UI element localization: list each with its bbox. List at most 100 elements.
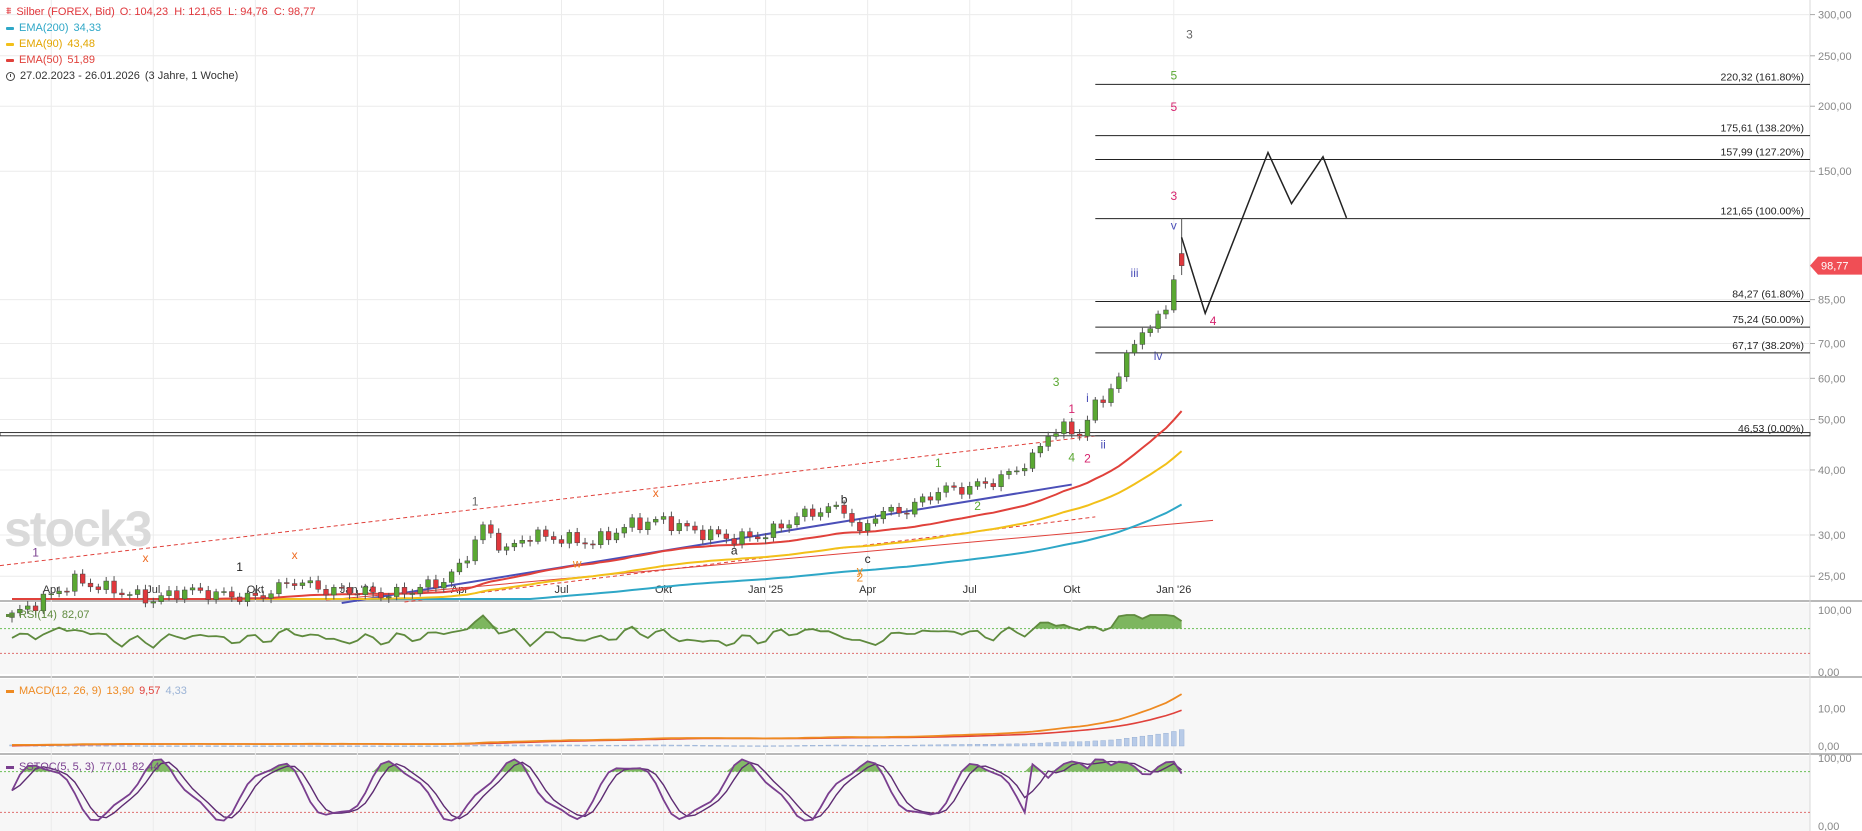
macd-histogram-bar <box>621 744 627 747</box>
wave-label: b <box>841 492 848 506</box>
rsi-axis-bottom: 0,00 <box>1818 667 1839 679</box>
wave-label: 5 <box>1170 69 1177 83</box>
candle-body <box>1171 279 1177 311</box>
macd-histogram-bar <box>1037 742 1043 747</box>
macd-histogram-bar <box>770 745 777 747</box>
candle-body <box>1147 328 1153 333</box>
price-tick-label: 250,00 <box>1818 51 1852 63</box>
fib-label: 84,27 (61.80%) <box>1732 289 1804 301</box>
sstoc-legend[interactable]: SSTOC(5, 5, 3) 77,01 82,44 <box>6 761 160 773</box>
instrument-name[interactable]: Silber (FOREX, Bid) <box>16 6 115 18</box>
legend-ema50[interactable]: EMA(50) 51,89 <box>6 52 315 68</box>
macd-histogram-bar <box>715 745 722 747</box>
macd-histogram-bar <box>904 744 910 747</box>
candle-body <box>1061 421 1067 434</box>
macd-histogram-bar <box>127 745 133 747</box>
fib-label: 121,65 (100.00%) <box>1721 206 1804 218</box>
macd-legend[interactable]: MACD(12, 26, 9) 13,90 9,57 4,33 <box>6 685 187 697</box>
candle-body <box>1069 421 1075 435</box>
candle-body <box>700 529 706 541</box>
macd-histogram-bar <box>276 745 282 747</box>
candle-body <box>558 539 565 544</box>
candle-body <box>872 518 879 524</box>
macd-histogram-bar <box>1139 735 1146 747</box>
legend-ema200[interactable]: EMA(200) 34,33 <box>6 20 315 36</box>
ema90-value: 43,48 <box>67 38 95 50</box>
macd-histogram-bar <box>299 745 306 747</box>
macd-histogram-bar <box>339 745 345 747</box>
macd-label: MACD(12, 26, 9) <box>19 685 102 697</box>
price-tick-label: 40,00 <box>1818 465 1846 477</box>
candle-body <box>629 517 635 528</box>
macd-histogram-bar <box>1084 741 1091 747</box>
macd-histogram-bar <box>982 744 989 747</box>
candle-body <box>943 485 949 493</box>
candle-body <box>817 512 824 517</box>
wave-label: c <box>865 552 871 566</box>
candle-body <box>56 590 62 594</box>
macd-histogram-bar <box>747 745 753 747</box>
macd-histogram-bar <box>802 745 808 747</box>
wave-label: w <box>572 556 582 570</box>
rsi-overbought-area <box>12 615 1182 629</box>
sub-panel-bg-0 <box>0 603 1810 674</box>
macd-histogram-bar <box>197 745 204 747</box>
macd-histogram-bar <box>527 744 533 747</box>
sub-panel-bg-1 <box>0 679 1810 752</box>
candle-body <box>331 587 337 596</box>
date-range-row[interactable]: 27.02.2023 - 26.01.2026 (3 Jahre, 1 Woch… <box>6 68 315 84</box>
candle-body <box>535 529 541 542</box>
candle-body <box>1155 313 1161 329</box>
macd-histogram-bar <box>574 744 580 747</box>
candle-body <box>1124 352 1130 378</box>
rsi-legend[interactable]: RSI(14) 82,07 <box>6 609 89 621</box>
candle-body <box>849 513 855 523</box>
candle-body <box>134 589 141 595</box>
candle-body <box>1100 399 1106 403</box>
macd-histogram-bar <box>1124 738 1130 747</box>
legend-ema90[interactable]: EMA(90) 43,48 <box>6 36 315 52</box>
candle-body <box>472 539 478 562</box>
candle-body <box>833 504 839 507</box>
candle-body <box>794 516 800 526</box>
time-label: Jul <box>146 584 160 596</box>
macd-histogram-bar <box>692 744 698 747</box>
candle-body <box>605 531 612 541</box>
macd-histogram-bar <box>260 745 266 747</box>
candle-body <box>80 573 86 584</box>
ohlc-values: O: 104,23 H: 121,65 L: 94,76 C: 98,77 <box>119 6 316 18</box>
macd-histogram-bar <box>174 745 180 747</box>
macd-histogram-bar <box>496 744 502 747</box>
macd-histogram-bar <box>778 745 784 747</box>
wave-label: 1 <box>472 494 479 508</box>
macd-histogram-bar <box>1108 739 1114 747</box>
macd-histogram-bar <box>1131 737 1138 747</box>
candle-body <box>739 531 745 545</box>
macd-histogram-bar <box>755 745 761 747</box>
wave-label: 4 <box>1068 451 1075 465</box>
macd-signal-value: 9,57 <box>139 685 161 697</box>
rsi-swatch <box>6 613 14 617</box>
candle-body <box>496 532 502 551</box>
macd-histogram-bar <box>794 745 800 747</box>
instrument-icon: ⩩ <box>6 6 12 17</box>
candle-body <box>912 501 918 515</box>
candle-body <box>291 583 298 586</box>
candle-body <box>857 522 863 531</box>
candle-body <box>1053 433 1059 437</box>
candle-body <box>951 485 957 488</box>
macd-histogram-bar <box>1092 740 1098 747</box>
candle-body <box>865 523 871 531</box>
candle-body <box>229 591 235 598</box>
watermark-logo: stock3 <box>4 501 152 557</box>
macd-histogram-bar <box>394 745 400 747</box>
candle-body <box>653 519 659 523</box>
macd-value: 13,90 <box>106 685 135 697</box>
macd-histogram-bar <box>896 744 902 747</box>
macd-histogram-bar <box>1155 733 1161 747</box>
macd-histogram-bar <box>1163 732 1169 747</box>
macd-histogram-bar <box>449 745 455 747</box>
macd-histogram-bar <box>613 744 620 747</box>
macd-histogram-bar <box>205 745 211 747</box>
